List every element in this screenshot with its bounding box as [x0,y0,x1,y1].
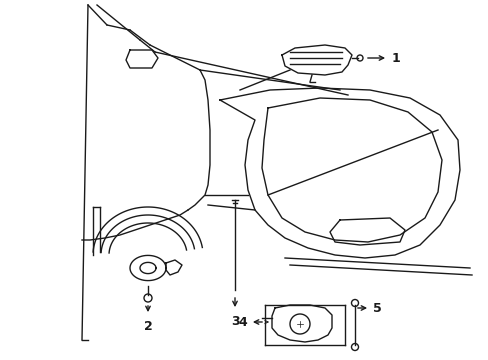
Text: 1: 1 [391,51,400,64]
Text: 3: 3 [230,315,239,328]
Text: 5: 5 [372,302,381,315]
Text: 4: 4 [238,315,246,328]
Text: 2: 2 [143,320,152,333]
